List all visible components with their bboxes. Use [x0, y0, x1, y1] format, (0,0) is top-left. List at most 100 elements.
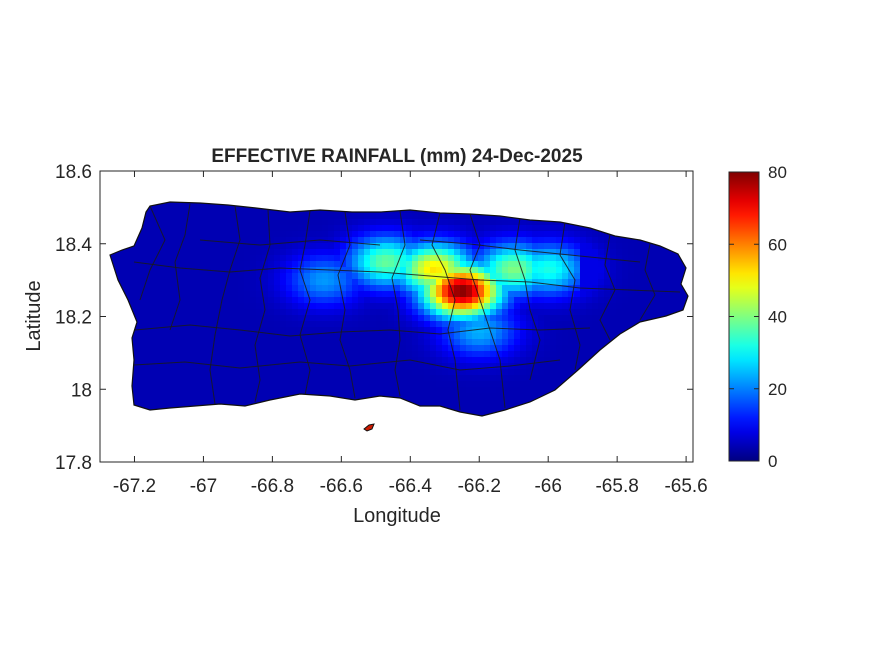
rainfall-cell	[544, 261, 551, 268]
rainfall-cell	[160, 231, 167, 238]
rainfall-cell	[340, 213, 347, 220]
rainfall-cell	[496, 285, 503, 292]
rainfall-cell	[562, 297, 569, 304]
rainfall-cell	[646, 303, 653, 310]
rainfall-cell	[388, 231, 395, 238]
rainfall-cell	[442, 327, 449, 334]
rainfall-cell	[358, 279, 365, 286]
rainfall-cell	[394, 237, 401, 244]
rainfall-cell	[400, 351, 407, 358]
rainfall-cell	[418, 303, 425, 310]
rainfall-cell	[196, 387, 203, 394]
rainfall-cell	[244, 225, 251, 232]
rainfall-cell	[400, 393, 407, 400]
rainfall-cell	[142, 345, 149, 352]
rainfall-cell	[526, 285, 533, 292]
rainfall-cell	[274, 285, 281, 292]
rainfall-cell	[178, 309, 185, 316]
rainfall-cell	[118, 249, 125, 256]
rainfall-cell	[334, 219, 341, 226]
rainfall-cell	[478, 339, 485, 346]
rainfall-cell	[280, 231, 287, 238]
rainfall-cell	[388, 279, 395, 286]
rainfall-cell	[196, 291, 203, 298]
rainfall-cell	[490, 261, 497, 268]
rainfall-cell	[358, 261, 365, 268]
rainfall-cell	[520, 261, 527, 268]
rainfall-cell	[574, 291, 581, 298]
rainfall-cell	[502, 405, 509, 412]
rainfall-cell	[634, 315, 641, 322]
rainfall-cell	[220, 285, 227, 292]
rainfall-cell	[334, 255, 341, 262]
rainfall-cell	[130, 279, 137, 286]
rainfall-cell	[118, 279, 125, 286]
rainfall-cell	[598, 273, 605, 280]
rainfall-cell	[322, 297, 329, 304]
rainfall-cell	[562, 291, 569, 298]
rainfall-cell	[676, 291, 683, 298]
rainfall-cell	[208, 249, 215, 256]
rainfall-cell	[292, 321, 299, 328]
rainfall-cell	[652, 261, 659, 268]
rainfall-cell	[184, 369, 191, 376]
rainfall-cell	[388, 393, 395, 400]
rainfall-cell	[394, 309, 401, 316]
rainfall-cell	[430, 279, 437, 286]
rainfall-cell	[358, 363, 365, 370]
rainfall-cell	[268, 255, 275, 262]
rainfall-cell	[280, 291, 287, 298]
rainfall-cell	[142, 267, 149, 274]
rainfall-cell	[460, 213, 467, 220]
rainfall-cell	[370, 255, 377, 262]
rainfall-cell	[340, 345, 347, 352]
rainfall-cell	[544, 357, 551, 364]
rainfall-cell	[166, 285, 173, 292]
rainfall-cell	[346, 249, 353, 256]
rainfall-cell	[160, 303, 167, 310]
rainfall-cell	[526, 387, 533, 394]
rainfall-cell	[388, 225, 395, 232]
rainfall-cell	[472, 351, 479, 358]
rainfall-cell	[394, 213, 401, 220]
rainfall-cell	[478, 273, 485, 280]
rainfall-cell	[142, 339, 149, 346]
rainfall-cell	[550, 255, 557, 262]
rainfall-cell	[316, 213, 323, 220]
rainfall-cell	[520, 309, 527, 316]
rainfall-cell	[550, 219, 557, 226]
rainfall-cell	[256, 357, 263, 364]
rainfall-cell	[496, 249, 503, 256]
municipality-boundary	[337, 211, 356, 399]
rainfall-cell	[220, 357, 227, 364]
rainfall-cell	[484, 237, 491, 244]
rainfall-cell	[376, 291, 383, 298]
rainfall-cell	[448, 273, 455, 280]
rainfall-cell	[370, 213, 377, 220]
rainfall-cell	[160, 333, 167, 340]
rainfall-cell	[226, 279, 233, 286]
rainfall-cell	[316, 279, 323, 286]
rainfall-cell	[280, 363, 287, 370]
rainfall-cell	[280, 261, 287, 268]
rainfall-cell	[322, 381, 329, 388]
rainfall-cell	[436, 399, 443, 406]
rainfall-cell	[328, 219, 335, 226]
rainfall-cell	[400, 297, 407, 304]
rainfall-cell	[520, 303, 527, 310]
rainfall-cell	[304, 333, 311, 340]
rainfall-cell	[250, 381, 257, 388]
rainfall-cell	[166, 369, 173, 376]
rainfall-cell	[574, 273, 581, 280]
rainfall-cell	[310, 231, 317, 238]
rainfall-cell	[244, 327, 251, 334]
rainfall-cell	[298, 267, 305, 274]
rainfall-cell	[538, 225, 545, 232]
rainfall-cell	[388, 375, 395, 382]
rainfall-cell	[244, 219, 251, 226]
rainfall-cell	[424, 369, 431, 376]
rainfall-cell	[256, 207, 263, 214]
rainfall-cell	[148, 327, 155, 334]
rainfall-cell	[442, 219, 449, 226]
rainfall-cell	[148, 369, 155, 376]
